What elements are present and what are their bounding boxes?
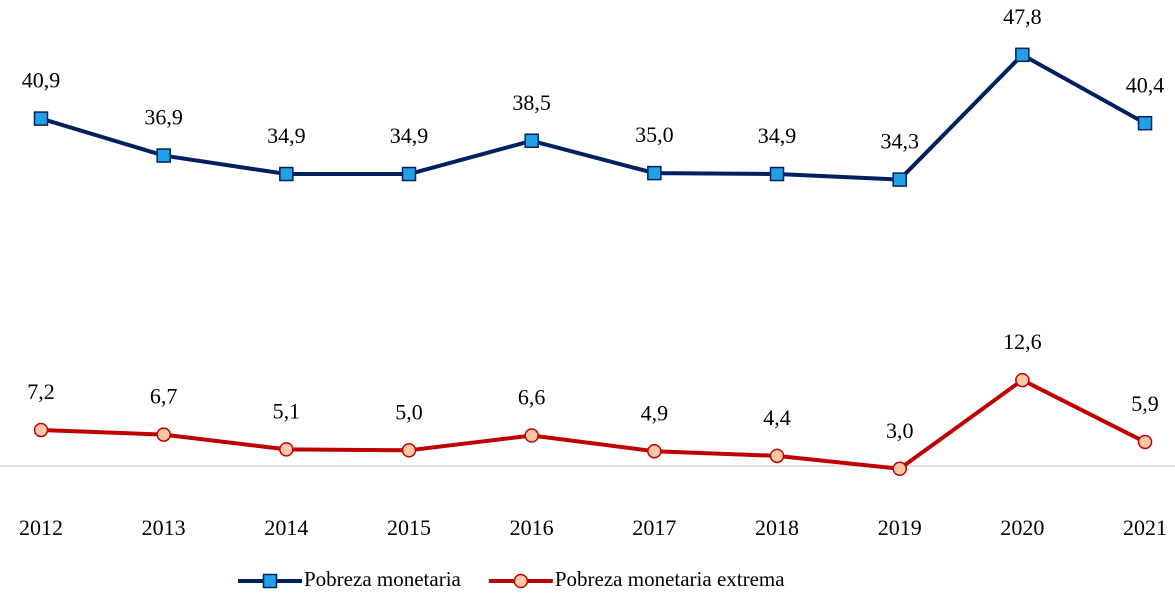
- legend-label: Pobreza monetaria extrema: [555, 567, 785, 591]
- data-label: 38,5: [512, 90, 551, 115]
- data-label: 47,8: [1003, 4, 1042, 29]
- data-label: 7,2: [27, 379, 55, 404]
- x-tick-label: 2017: [632, 515, 676, 540]
- legend-marker: [262, 573, 278, 589]
- data-label: 40,9: [22, 68, 61, 93]
- data-label: 36,9: [144, 105, 183, 130]
- data-label: 5,1: [273, 398, 301, 423]
- x-tick-label: 2016: [510, 515, 554, 540]
- data-label: 4,9: [641, 400, 669, 425]
- data-label: 6,6: [518, 385, 546, 410]
- data-point: [892, 461, 907, 477]
- legend-marker: [513, 573, 529, 589]
- data-point: [156, 427, 171, 442]
- data-point: [1015, 47, 1030, 63]
- data-point: [769, 166, 785, 182]
- x-tick-label: 2018: [755, 515, 799, 540]
- data-point: [892, 172, 907, 187]
- data-point: [524, 133, 539, 149]
- data-point: [33, 422, 49, 438]
- data-label: 3,0: [886, 418, 914, 443]
- data-label: 5,0: [395, 399, 423, 424]
- data-point: [647, 165, 662, 181]
- data-label: 34,9: [390, 123, 429, 148]
- data-point: [769, 448, 785, 464]
- data-point: [156, 148, 171, 163]
- data-point: [1137, 434, 1153, 450]
- x-tick-label: 2020: [1000, 515, 1044, 540]
- data-point: [279, 166, 294, 182]
- data-point: [33, 111, 49, 126]
- data-label: 34,3: [880, 129, 919, 154]
- data-point: [524, 428, 539, 443]
- x-tick-label: 2021: [1123, 515, 1167, 540]
- data-point: [1137, 115, 1153, 131]
- data-label: 35,0: [635, 122, 674, 147]
- data-label: 34,9: [267, 123, 306, 148]
- data-label: 40,4: [1126, 72, 1165, 97]
- legend-label: Pobreza monetaria: [304, 567, 462, 591]
- legend: Pobreza monetaria Pobreza monetaria extre…: [238, 567, 785, 591]
- x-tick-label: 2013: [142, 515, 186, 540]
- x-tick-label: 2012: [19, 515, 63, 540]
- x-tick-label: 2019: [878, 515, 922, 540]
- x-tick-label: 2014: [264, 515, 308, 540]
- series-line: [40, 52, 1147, 182]
- data-label: 12,6: [1003, 329, 1042, 354]
- data-point: [647, 443, 662, 459]
- data-label: 4,4: [763, 405, 791, 430]
- series-line: [40, 378, 1146, 471]
- data-label: 5,9: [1131, 391, 1159, 416]
- data-point: [401, 166, 417, 182]
- data-point: [1015, 372, 1030, 388]
- data-label: 6,7: [150, 384, 178, 409]
- data-label: 34,9: [758, 123, 797, 148]
- data-point: [401, 443, 417, 458]
- x-tick-label: 2015: [387, 515, 431, 540]
- data-point: [279, 442, 294, 457]
